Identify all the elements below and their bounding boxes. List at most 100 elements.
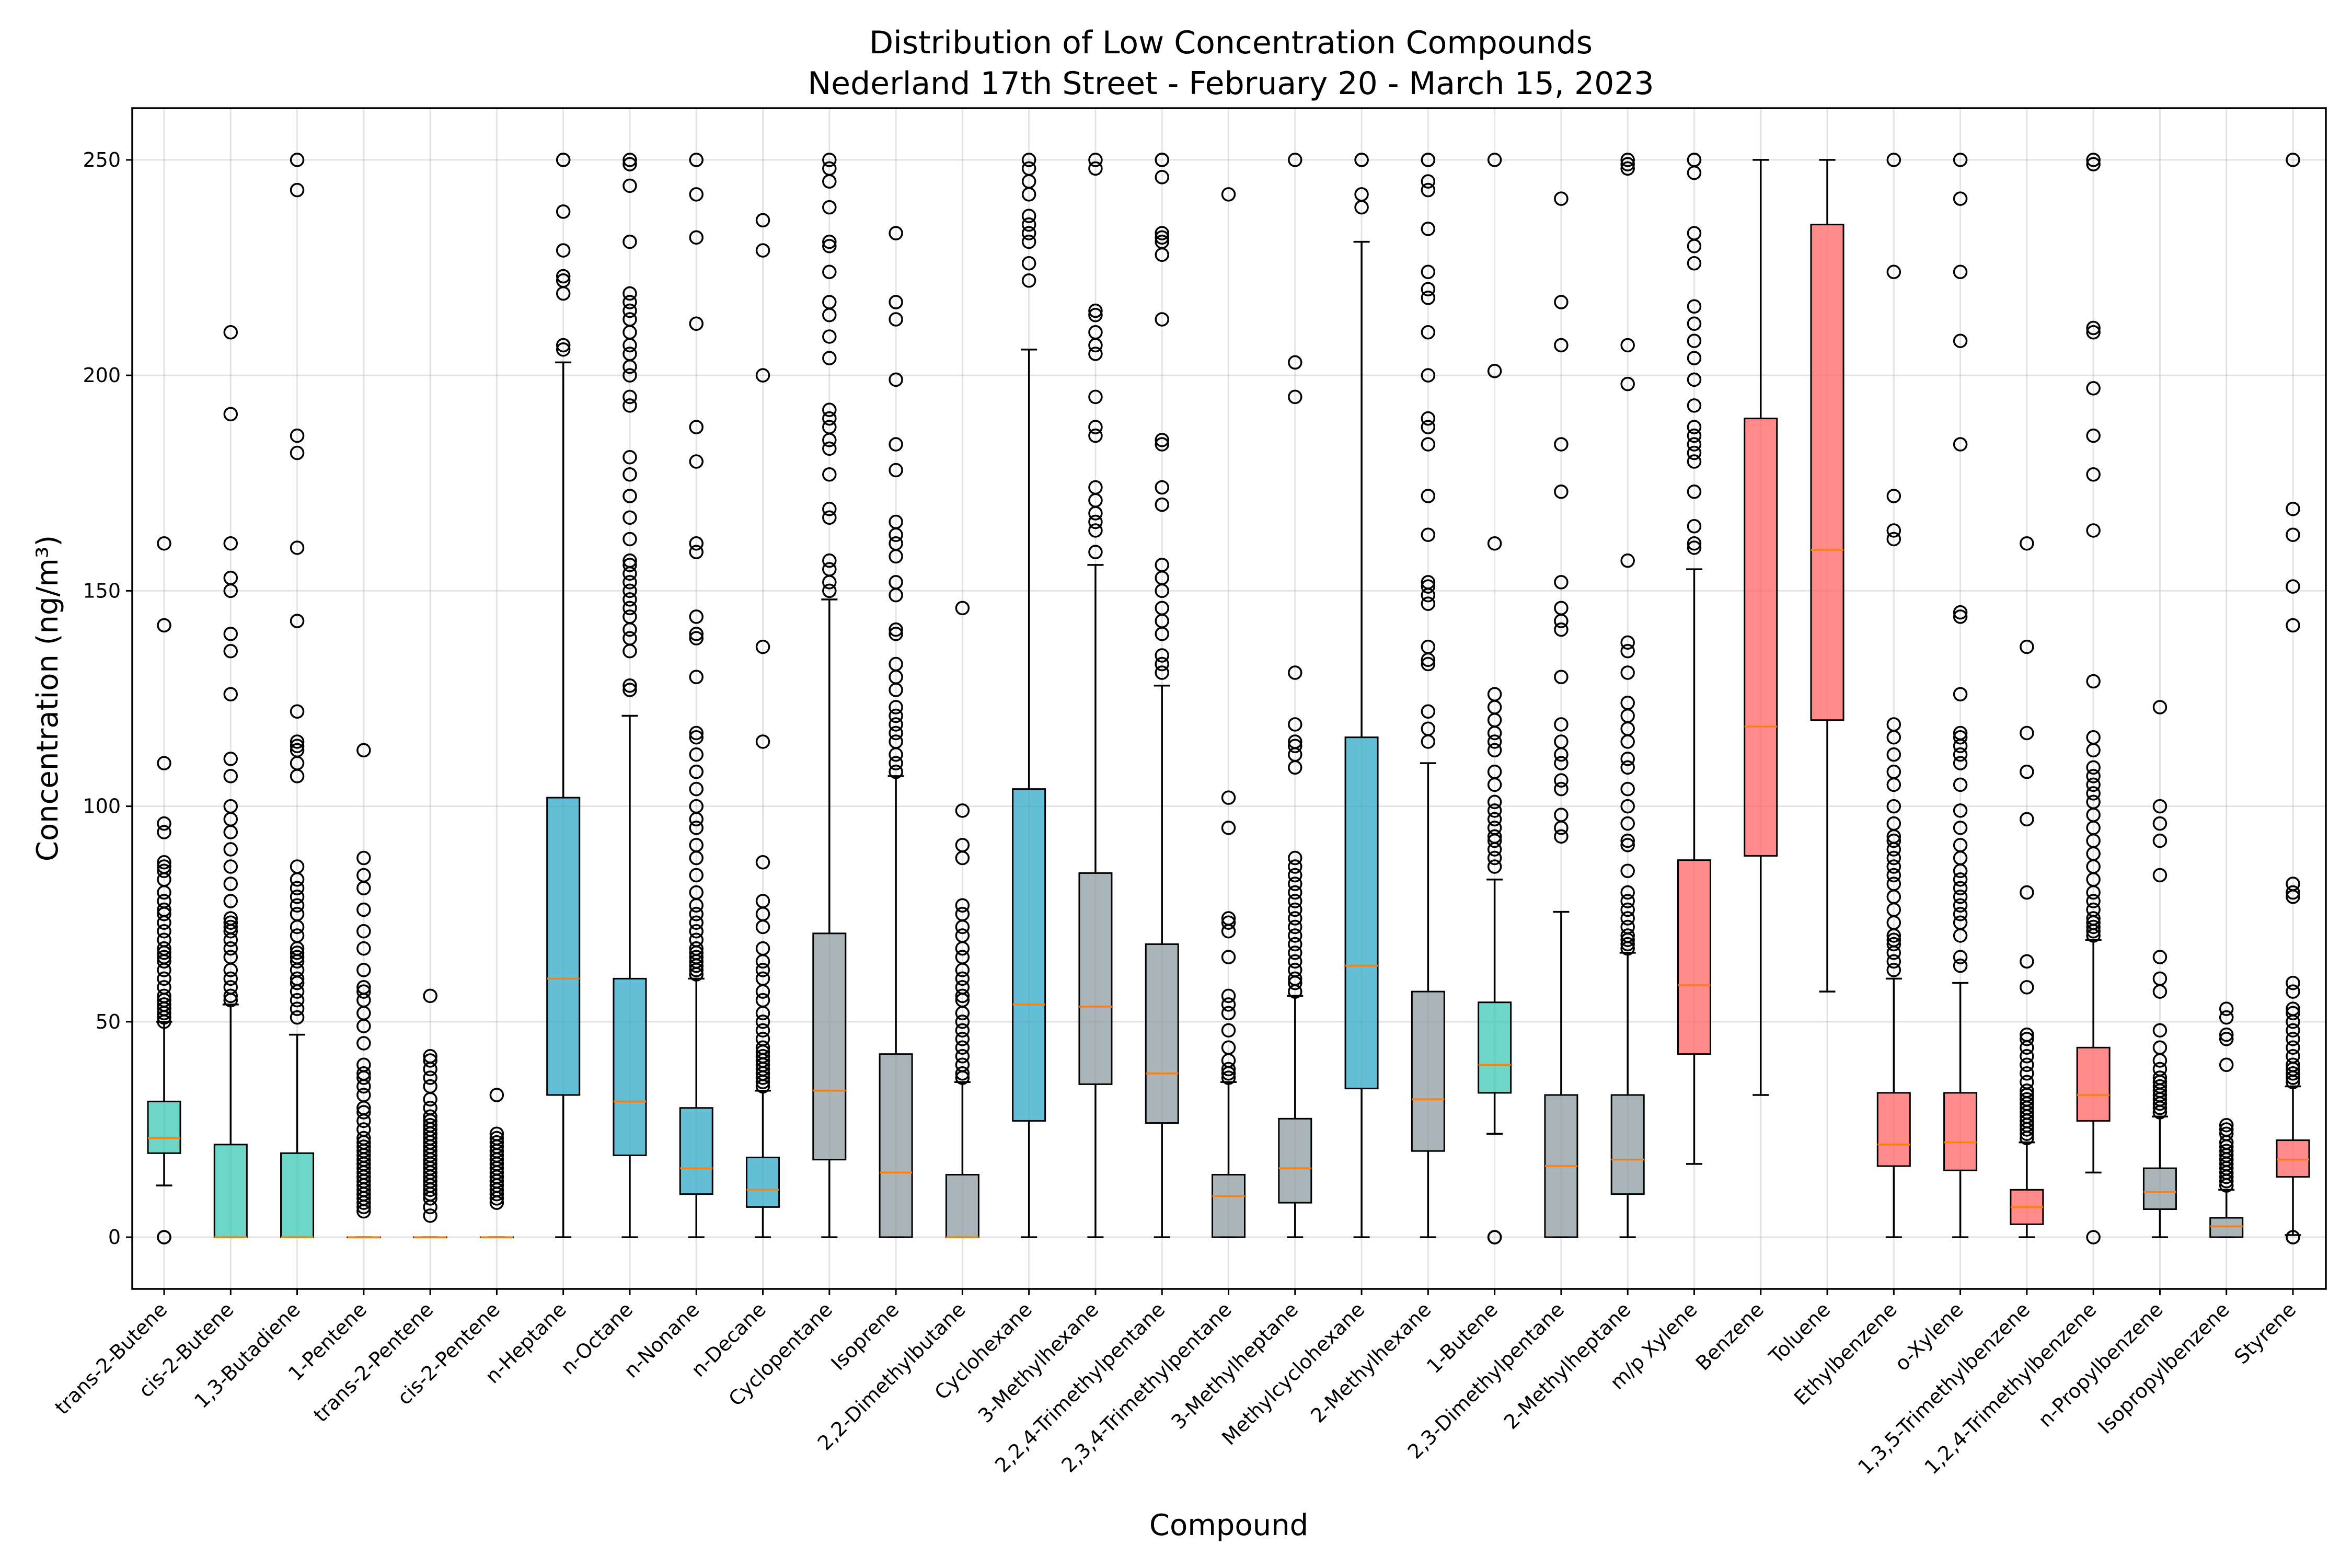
- outlier-point: [223, 877, 238, 891]
- outlier-point: [1421, 704, 1436, 719]
- outlier-point: [755, 1014, 770, 1029]
- iqr-box: [2142, 1167, 2177, 1210]
- iqr-box: [2276, 1139, 2310, 1178]
- outlier-point: [1886, 932, 1901, 947]
- iqr-box: [546, 797, 581, 1096]
- outlier-point: [556, 342, 571, 357]
- outlier-point: [2086, 674, 2101, 689]
- outlier-point: [822, 510, 837, 525]
- outlier-point: [955, 928, 970, 943]
- outlier-point: [822, 467, 837, 482]
- outlier-point: [1886, 153, 1901, 167]
- outlier-point: [1288, 963, 1302, 977]
- box-n-Decane: [746, 1090, 780, 1238]
- outlier-point: [290, 971, 305, 986]
- outlier-point: [1886, 532, 1901, 547]
- outlier-point: [1288, 919, 1302, 935]
- outlier-point: [1155, 433, 1169, 447]
- box-2-Methylheptane: [1610, 952, 1645, 1238]
- box-1,3,5-Trimethylbenzene: [2010, 1141, 2044, 1238]
- outlier-point: [1886, 264, 1901, 280]
- outlier-point: [1155, 234, 1169, 249]
- outlier-point: [2020, 639, 2034, 654]
- outlier-point: [1221, 1062, 1236, 1077]
- iqr-box: [1478, 1001, 1512, 1094]
- iqr-box: [213, 1144, 248, 1238]
- outlier-point: [1088, 480, 1103, 495]
- outlier-point: [1421, 222, 1436, 236]
- outlier-point: [955, 601, 970, 616]
- outlier-point: [622, 553, 637, 568]
- outlier-point: [423, 1109, 437, 1124]
- outlier-point: [1487, 536, 1502, 551]
- outlier-point: [622, 303, 637, 318]
- outlier-point: [1288, 946, 1302, 960]
- outlier-point: [1620, 781, 1635, 797]
- outlier-point: [1554, 622, 1569, 637]
- outlier-point: [356, 941, 371, 956]
- outlier-point: [2020, 1066, 2034, 1081]
- outlier-point: [157, 980, 171, 995]
- outlier-point: [755, 941, 770, 956]
- outlier-point: [822, 420, 837, 434]
- outlier-point: [622, 532, 637, 547]
- outlier-point: [2286, 1230, 2300, 1244]
- outlier-point: [1620, 902, 1635, 917]
- outlier-point: [2219, 1010, 2234, 1025]
- outlier-point: [955, 906, 970, 921]
- outlier-point: [1288, 739, 1302, 753]
- outlier-point: [1421, 291, 1436, 305]
- outlier-point: [1554, 756, 1569, 770]
- outlier-point: [1620, 665, 1635, 680]
- outlier-point: [1088, 161, 1103, 176]
- outlier-point: [889, 734, 903, 749]
- outlier-point: [1620, 161, 1635, 176]
- outlier-point: [822, 161, 837, 176]
- outlier-point: [2286, 885, 2300, 900]
- outlier-point: [1354, 187, 1369, 202]
- outlier-point: [1687, 454, 1702, 469]
- outlier-point: [1487, 794, 1502, 810]
- outlier-point: [1953, 958, 1968, 973]
- outlier-point: [223, 687, 238, 702]
- box-n-Octane: [613, 714, 647, 1238]
- outlier-point: [423, 1053, 437, 1068]
- outlier-point: [1687, 299, 1702, 314]
- outlier-point: [889, 756, 903, 770]
- outlier-point: [1155, 170, 1169, 185]
- outlier-point: [622, 153, 637, 167]
- outlier-point: [1953, 264, 1968, 280]
- outlier-point: [157, 825, 171, 839]
- outlier-point: [157, 932, 171, 947]
- iqr-box: [1610, 1094, 1645, 1195]
- outlier-point: [157, 950, 171, 964]
- outlier-point: [1687, 398, 1702, 413]
- outlier-point: [223, 988, 238, 1004]
- outlier-point: [1021, 217, 1036, 232]
- x-axis-label: Compound: [1149, 1508, 1308, 1542]
- outlier-point: [689, 950, 704, 964]
- outlier-point: [689, 536, 704, 551]
- outlier-point: [1620, 919, 1635, 935]
- outlier-point: [1421, 153, 1436, 167]
- outlier-point: [2086, 381, 2101, 396]
- outlier-point: [1620, 885, 1635, 900]
- outlier-point: [2152, 868, 2167, 883]
- outlier-point: [290, 734, 305, 749]
- outlier-point: [290, 889, 305, 904]
- box-1,2,4-Trimethylbenzene: [2076, 939, 2111, 1174]
- outlier-point: [1021, 153, 1036, 167]
- outlier-point: [1953, 153, 1968, 167]
- iqr-box: [1278, 1117, 1312, 1204]
- outlier-point: [822, 411, 837, 426]
- outlier-point: [223, 752, 238, 766]
- outlier-point: [2086, 1230, 2101, 1244]
- outlier-point: [2086, 730, 2101, 745]
- outlier-point: [157, 756, 171, 770]
- outlier-point: [1288, 902, 1302, 917]
- outlier-point: [290, 928, 305, 943]
- outlier-point: [755, 213, 770, 228]
- outlier-point: [1620, 157, 1635, 171]
- iqr-box: [1344, 736, 1379, 1090]
- y-tick-label: 150: [83, 579, 121, 602]
